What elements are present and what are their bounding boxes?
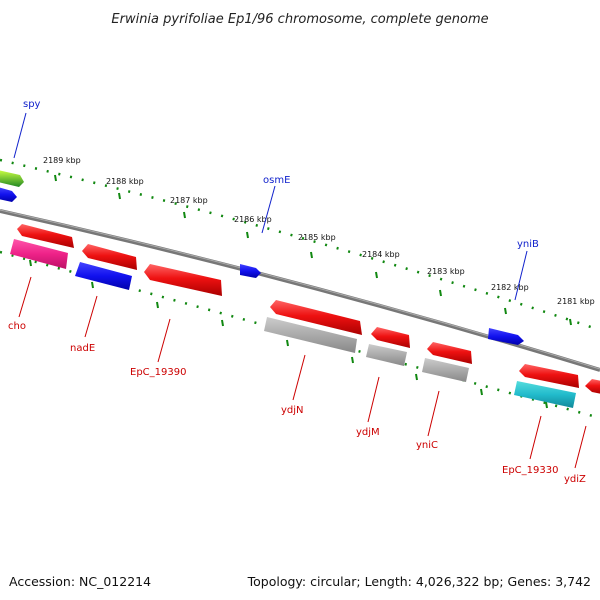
gene-ydjM-arrow[interactable] <box>366 344 407 366</box>
gene-label-cho[interactable]: cho <box>8 321 26 332</box>
bottom-gene-labels: cho nadE EpC_19390 ydjN ydjM yniC EpC_19… <box>8 321 586 485</box>
gene-ydjM-top-arrow[interactable] <box>371 327 410 348</box>
gene-pink-arrow[interactable] <box>10 239 68 269</box>
gene-label-spy[interactable]: spy <box>23 99 41 110</box>
gene-EpC_19330-top-arrow[interactable] <box>519 364 579 388</box>
tick-label: 2186 kbp <box>234 215 272 224</box>
tick-label: 2183 kbp <box>427 267 465 276</box>
gene-nadE-arrow[interactable] <box>75 262 132 290</box>
gene-EpC_19390-arrow[interactable] <box>144 264 222 296</box>
gene-cho-arrow[interactable] <box>17 224 74 248</box>
gene-spy-arrow[interactable] <box>0 170 24 187</box>
gene-label-ydjN[interactable]: ydjN <box>281 405 304 416</box>
gene-nadE-top-arrow[interactable] <box>82 244 137 270</box>
gene-ydjN-top-arrow[interactable] <box>270 300 362 335</box>
tick-label: 2185 kbp <box>298 233 336 242</box>
gene-osmE-arrow[interactable] <box>240 264 261 278</box>
gene-label-EpC_19390[interactable]: EpC_19390 <box>130 367 186 378</box>
gene-label-yniB[interactable]: yniB <box>517 239 539 250</box>
genome-summary-text: Topology: circular; Length: 4,026,322 bp… <box>247 574 591 589</box>
gene-label-ydiZ[interactable]: ydiZ <box>564 474 586 485</box>
tick-label: 2188 kbp <box>106 177 144 186</box>
tick-label: 2184 kbp <box>362 250 400 259</box>
accession-text: Accession: NC_012214 <box>9 574 151 589</box>
top-gene-labels: spy osmE yniB <box>23 99 539 250</box>
tick-label: 2189 kbp <box>43 156 81 165</box>
label-leaders <box>13 112 587 469</box>
genome-backbone <box>0 209 600 372</box>
gene-yniC-top-arrow[interactable] <box>427 342 472 364</box>
inner-major-ticks <box>29 259 548 409</box>
tick-labels: 2189 kbp 2188 kbp 2187 kbp 2186 kbp 2185… <box>43 156 595 306</box>
gene-ydiZ-arrow[interactable] <box>585 379 600 394</box>
reverse-genes <box>10 224 600 408</box>
gene-label-ydjM[interactable]: ydjM <box>356 427 380 438</box>
gene-EpC_19330-arrow[interactable] <box>514 381 576 408</box>
tick-label: 2187 kbp <box>170 196 208 205</box>
gene-blue-arrow-left[interactable] <box>0 187 17 202</box>
map-title: Erwinia pyrifoliae Ep1/96 chromosome, co… <box>111 12 488 27</box>
tick-label: 2182 kbp <box>491 283 529 292</box>
tick-label: 2181 kbp <box>557 297 595 306</box>
gene-label-nadE[interactable]: nadE <box>70 343 95 354</box>
outer-major-ticks <box>54 174 572 326</box>
gene-ydjN-arrow[interactable] <box>264 317 357 353</box>
forward-genes <box>0 170 524 345</box>
gene-label-EpC_19330[interactable]: EpC_19330 <box>502 465 558 476</box>
gene-label-yniC[interactable]: yniC <box>416 440 438 451</box>
gene-yniB-arrow[interactable] <box>488 328 524 345</box>
gene-yniC-arrow[interactable] <box>422 358 469 382</box>
gene-label-osmE[interactable]: osmE <box>263 175 290 186</box>
